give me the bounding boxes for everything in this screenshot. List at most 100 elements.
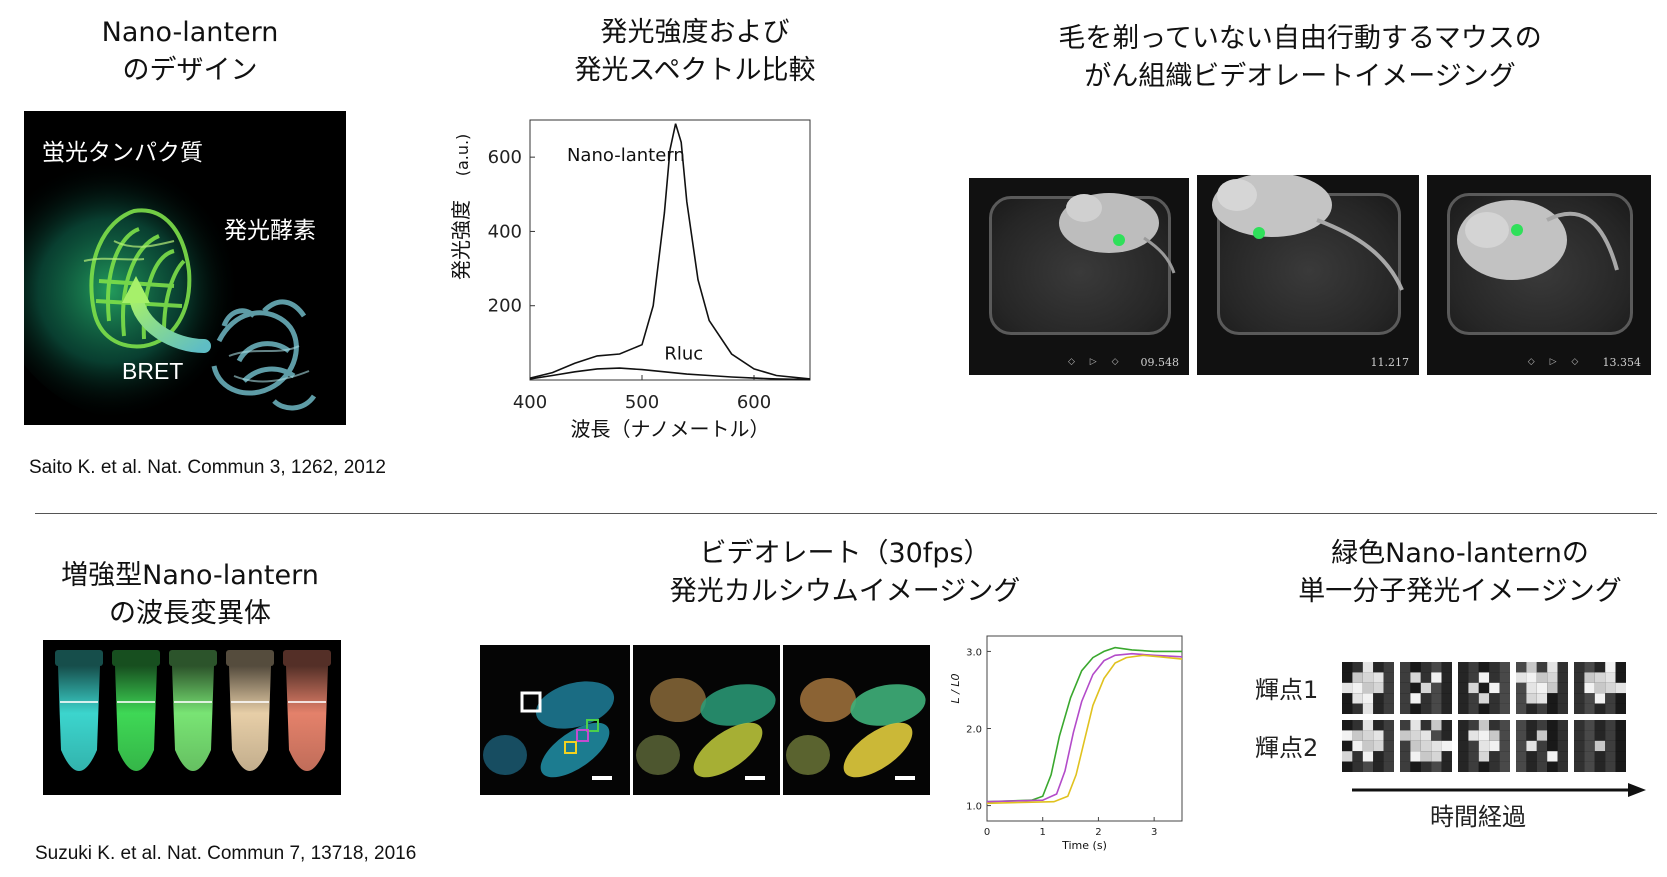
spot-pixel: [1526, 751, 1537, 762]
spot-pixel: [1536, 662, 1548, 673]
spot-pixel: [1441, 682, 1452, 694]
spot-pixel: [1383, 672, 1394, 683]
spot-pixel: [1516, 672, 1527, 683]
spectrum-title-line2: 発光スペクトル比較: [574, 55, 816, 86]
x-axis-label: 波長（ナノメートル）: [571, 417, 770, 441]
spot-pixel: [1383, 662, 1394, 673]
spot-pixel: [1342, 751, 1353, 762]
calcium-chart: 0 1 2 3 1.0 2.0 3.0 Time (s) L / L0: [949, 635, 1183, 852]
spot-pixel: [1373, 761, 1384, 772]
spot-pixel: [1362, 672, 1374, 683]
tube-cap: [283, 650, 331, 666]
spot-pixel: [1615, 730, 1626, 741]
spot-pixel: [1478, 730, 1490, 741]
spot-pixel: [1373, 751, 1384, 762]
spot-pixel: [1605, 740, 1616, 752]
spot-pixel: [1516, 720, 1527, 731]
y-tick-label: 2.0: [966, 725, 982, 736]
spot-pixel: [1400, 703, 1411, 714]
spot-pixel: [1468, 740, 1479, 752]
x-tick-label: 400: [513, 392, 547, 413]
spot-frame: [1400, 720, 1452, 772]
spot-frame: [1342, 662, 1394, 714]
spectrum-title-line1: 発光強度および: [600, 17, 790, 48]
spot-pixel: [1342, 703, 1353, 714]
y-tick-label: 3.0: [966, 647, 982, 658]
spot-pixel: [1441, 730, 1452, 741]
spot-pixel: [1489, 740, 1500, 752]
spot-pixel: [1362, 751, 1374, 762]
spot-pixel: [1352, 682, 1363, 694]
spot-pixel: [1383, 751, 1394, 762]
single-title: 緑色Nano-lanternの 単一分子発光イメージング: [1270, 535, 1650, 611]
spot-pixel: [1420, 740, 1432, 752]
spot-pixel: [1499, 720, 1510, 731]
spot-pixel: [1499, 693, 1510, 704]
spot-pixel: [1468, 751, 1479, 762]
spot-frame: [1458, 720, 1510, 772]
series-label-rluc: Rluc: [664, 344, 703, 365]
spot-pixel: [1362, 693, 1374, 704]
spot-pixel: [1468, 730, 1479, 741]
spot-pixel: [1615, 740, 1626, 752]
section-divider: [35, 513, 1657, 514]
spot-pixel: [1594, 740, 1606, 752]
spot-pixel: [1362, 740, 1374, 752]
spot-pixel: [1594, 761, 1606, 772]
spot-pixel: [1468, 662, 1479, 673]
spot-pixel: [1557, 740, 1568, 752]
spot-pixel: [1458, 682, 1469, 694]
tube-1: [58, 666, 100, 771]
tube-5: [286, 666, 328, 771]
spot-pixel: [1373, 662, 1384, 673]
spot-pixel: [1362, 662, 1374, 673]
spot-pixel: [1489, 693, 1500, 704]
spot-pixel: [1478, 740, 1490, 752]
spot-pixel: [1536, 761, 1548, 772]
spot-pixel: [1400, 662, 1411, 673]
spot-pixel: [1489, 720, 1500, 731]
spot-pixel: [1489, 761, 1500, 772]
spot-pixel: [1574, 703, 1585, 714]
x-tick-label: 2: [1095, 827, 1101, 838]
bret-arrow: [129, 289, 211, 353]
x-tick-label: 600: [737, 392, 771, 413]
spot-pixel: [1547, 693, 1558, 704]
spot-pixel: [1383, 703, 1394, 714]
spot-pixel: [1584, 740, 1595, 752]
spot-pixel: [1516, 740, 1527, 752]
spot-pixel: [1431, 761, 1442, 772]
calcium-frame-2: [633, 645, 780, 795]
spot-pixel: [1605, 730, 1616, 741]
spot-pixel: [1584, 751, 1595, 762]
spot-pixel: [1499, 703, 1510, 714]
spot-pixel: [1489, 682, 1500, 694]
spot-pixel: [1342, 740, 1353, 752]
tube-4: [229, 666, 271, 771]
spot-pixel: [1536, 740, 1548, 752]
y-axis-label: 発光強度: [449, 200, 473, 280]
spot-pixel: [1420, 662, 1432, 673]
spot-pixel: [1431, 751, 1442, 762]
fluorescent-protein-label: 蛍光タンパク質: [42, 140, 203, 166]
spot-pixel: [1547, 703, 1558, 714]
spot-pixel: [1594, 672, 1606, 683]
spot-pixel: [1362, 730, 1374, 741]
spot-pixel: [1526, 703, 1537, 714]
spot-pixel: [1342, 720, 1353, 731]
spot-pixel: [1547, 730, 1558, 741]
spot1-label: 輝点1: [1255, 676, 1319, 704]
series-label-nano-lantern: Nano-lantern: [567, 145, 685, 166]
spot-pixel: [1458, 662, 1469, 673]
spot-frame: [1516, 720, 1568, 772]
spot-frame: [1400, 662, 1452, 714]
spot-pixel: [1400, 751, 1411, 762]
spot-pixel: [1373, 730, 1384, 741]
spot-pixel: [1516, 751, 1527, 762]
spot-pixel: [1383, 740, 1394, 752]
spot-pixel: [1458, 720, 1469, 731]
tube-3: [172, 666, 214, 771]
spot-pixel: [1536, 703, 1548, 714]
spot-pixel: [1478, 693, 1490, 704]
spot-pixel: [1489, 703, 1500, 714]
